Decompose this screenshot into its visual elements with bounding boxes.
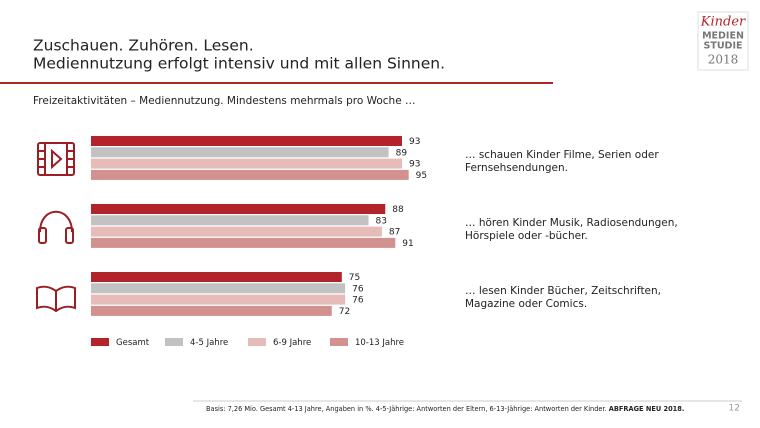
value-label: 76 xyxy=(352,296,364,306)
legend-swatch xyxy=(248,338,266,346)
value-label: 72 xyxy=(339,307,350,317)
value-label: 76 xyxy=(352,284,364,294)
legend-label: 10-13 Jahre xyxy=(355,338,404,348)
category-label: … hören Kinder Musik, Radiosendungen, xyxy=(465,217,678,229)
footnote: Basis: 7,26 Mio. Gesamt 4-13 Jahre, Anga… xyxy=(206,405,684,413)
icon-book xyxy=(36,285,76,313)
category-label: Hörspiele oder -bücher. xyxy=(465,230,588,242)
value-label: 95 xyxy=(416,171,427,181)
logo-frame xyxy=(697,11,749,71)
bar xyxy=(91,283,346,294)
bar xyxy=(91,305,332,316)
bar xyxy=(91,294,346,305)
bar xyxy=(91,147,389,158)
logo-text: 2018 xyxy=(708,53,739,67)
logo: Kinder MEDIEN STUDIE 2018 xyxy=(697,11,749,71)
category-label: Fernsehsendungen. xyxy=(465,162,568,174)
category-label: … schauen Kinder Filme, Serien oder xyxy=(465,149,659,161)
bar xyxy=(91,204,386,214)
value-label: 93 xyxy=(409,137,420,147)
bar xyxy=(91,272,342,282)
bar xyxy=(91,226,382,237)
bar xyxy=(91,215,369,226)
bar xyxy=(91,136,402,146)
legend-label: 6-9 Jahre xyxy=(273,338,311,348)
value-label: 87 xyxy=(389,228,400,238)
legend-label: 4-5 Jahre xyxy=(190,338,228,348)
logo-text: Kinder xyxy=(700,15,746,30)
value-label: 91 xyxy=(402,239,413,249)
legend-swatch xyxy=(91,338,109,346)
title-line: Mediennutzung erfolgt intensiv und mit a… xyxy=(33,55,445,73)
icon-film xyxy=(37,142,75,176)
bar xyxy=(91,158,402,169)
logo-text: STUDIE xyxy=(704,41,743,52)
category-label: … lesen Kinder Bücher, Zeitschriften, xyxy=(465,285,661,297)
footnote-bold: ABFRAGE NEU 2018. xyxy=(609,405,685,413)
value-label: 75 xyxy=(349,273,360,283)
value-label: 93 xyxy=(409,160,420,170)
value-label: 89 xyxy=(396,148,408,158)
subtitle: Freizeitaktivitäten – Mediennutzung. Min… xyxy=(33,95,416,107)
legend-swatch xyxy=(330,338,348,346)
value-label: 83 xyxy=(376,216,387,226)
legend-label: Gesamt xyxy=(116,338,150,348)
value-label: 88 xyxy=(392,205,404,215)
logo-text: MEDIEN xyxy=(702,31,744,42)
page-number: 12 xyxy=(729,404,740,414)
icon-headphones xyxy=(38,210,74,244)
title-line: Zuschauen. Zuhören. Lesen. xyxy=(33,37,254,55)
bar xyxy=(91,237,396,248)
legend-swatch xyxy=(165,338,183,346)
category-label: Magazine oder Comics. xyxy=(465,298,587,310)
bar xyxy=(91,169,409,180)
footnote-text: Basis: 7,26 Mio. Gesamt 4-13 Jahre, Anga… xyxy=(206,405,607,413)
